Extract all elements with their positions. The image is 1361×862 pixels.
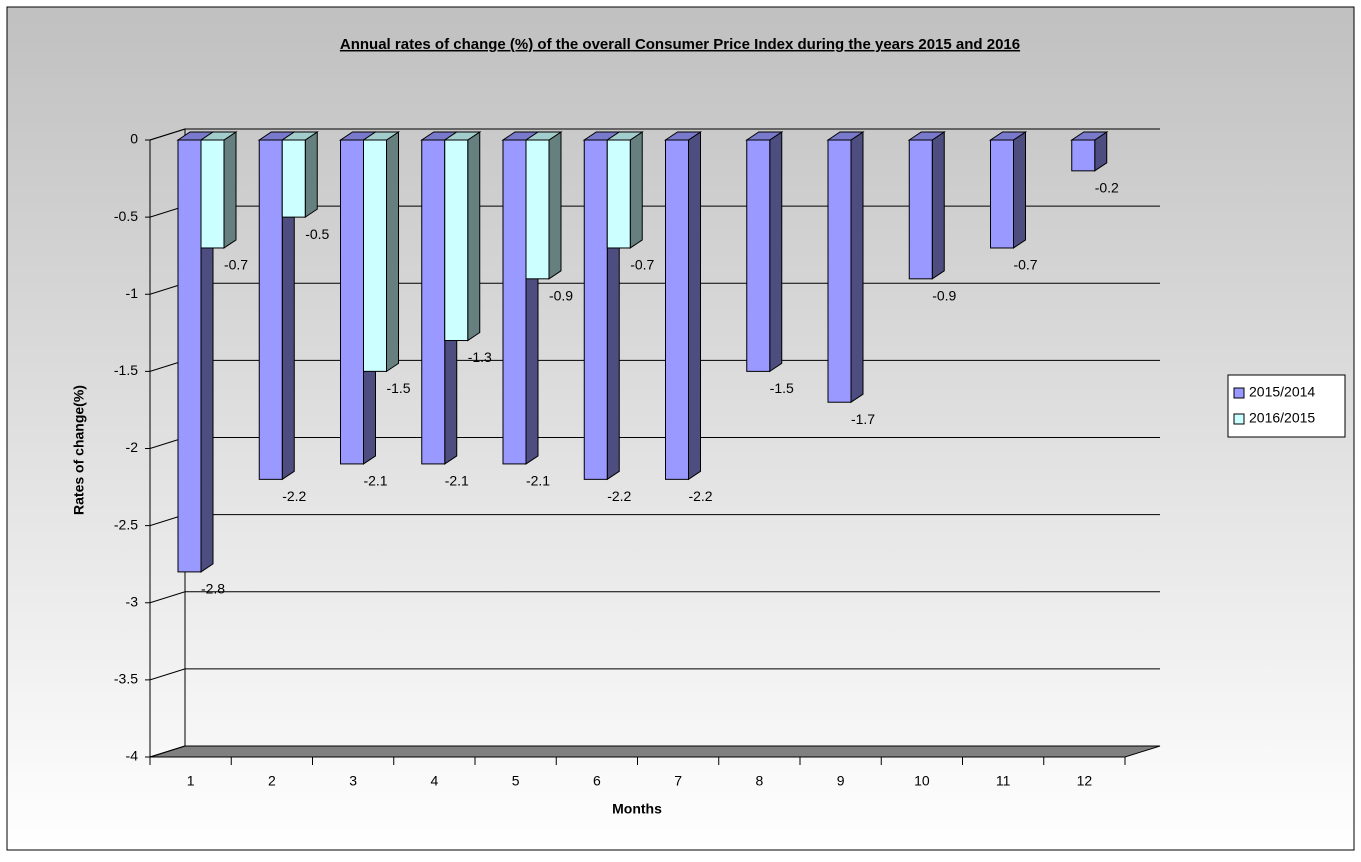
bar [177, 139, 202, 573]
y-tick-label: -2 [126, 439, 139, 455]
bar [258, 139, 283, 480]
bar-side [1013, 131, 1026, 249]
y-tick-label: -1 [126, 285, 139, 301]
bar [665, 139, 689, 480]
bar [281, 139, 306, 218]
bar-side [223, 131, 237, 249]
chart-title: Annual rates of change (%) of the overal… [340, 36, 1020, 53]
x-tick-label: 9 [837, 773, 845, 789]
bar-side [769, 131, 783, 373]
y-axis-title: Rates of change(%) [71, 385, 87, 515]
bar [908, 139, 933, 280]
x-tick-label: 3 [349, 773, 357, 789]
x-tick-label: 7 [674, 773, 682, 789]
y-tick-label: -4 [126, 748, 139, 764]
floor [149, 745, 1161, 758]
grid-side [149, 591, 186, 604]
bar-side [629, 131, 643, 249]
x-tick-label: 6 [593, 773, 601, 789]
grid-side [149, 745, 186, 758]
bar-side [931, 131, 945, 280]
x-tick-label: 8 [755, 773, 763, 789]
x-tick-label: 5 [512, 773, 520, 789]
bar-side [850, 131, 864, 404]
value-label: -2.8 [201, 581, 225, 597]
legend-label: 2015/2014 [1249, 384, 1315, 400]
value-label: -2.1 [526, 473, 550, 489]
bar [363, 139, 387, 372]
x-axis-title: Months [612, 801, 662, 817]
legend-swatch [1233, 387, 1245, 399]
bar-side [688, 131, 701, 481]
value-label: -0.9 [932, 288, 956, 304]
bar [1071, 139, 1096, 172]
y-tick-label: -1.5 [114, 362, 138, 378]
value-label: -1.5 [770, 380, 794, 396]
x-tick-label: 12 [1077, 773, 1093, 789]
value-label: -0.7 [224, 257, 248, 273]
value-label: -0.5 [305, 226, 329, 242]
value-label: -2.2 [282, 488, 306, 504]
value-label: -0.7 [1013, 257, 1037, 273]
bar [444, 139, 469, 342]
bar [990, 139, 1014, 249]
bar [421, 139, 446, 465]
bar-side [467, 131, 481, 342]
bar-side [386, 131, 399, 373]
y-tick-label: 0 [130, 131, 138, 147]
y-tick-label: -3.5 [114, 671, 138, 687]
y-tick-label: -0.5 [114, 208, 138, 224]
value-label: -0.7 [630, 257, 654, 273]
legend-box [1227, 374, 1346, 438]
value-label: -2.1 [363, 473, 387, 489]
bar [746, 139, 771, 372]
value-label: -2.2 [607, 488, 631, 504]
grid-side [149, 668, 186, 681]
value-label: -1.5 [386, 380, 410, 396]
bar [583, 139, 608, 480]
value-label: -2.1 [445, 473, 469, 489]
y-tick-label: -2.5 [114, 516, 138, 532]
y-tick-label: -3 [126, 593, 139, 609]
legend-swatch [1233, 413, 1245, 425]
grid-side [149, 128, 186, 141]
value-label: -1.3 [468, 349, 492, 365]
legend-label: 2016/2015 [1249, 410, 1315, 426]
x-tick-label: 2 [268, 773, 276, 789]
bar-side [304, 131, 318, 219]
value-label: -0.9 [549, 288, 573, 304]
bar [827, 139, 852, 403]
bar [525, 139, 550, 280]
bar [340, 139, 364, 465]
value-label: -0.2 [1095, 180, 1119, 196]
x-tick-label: 1 [187, 773, 195, 789]
bar-side [548, 131, 562, 280]
bar [606, 139, 631, 249]
value-label: -2.2 [688, 488, 712, 504]
x-tick-label: 10 [914, 773, 930, 789]
x-tick-label: 11 [996, 773, 1011, 789]
x-tick-label: 4 [430, 773, 438, 789]
value-label: -1.7 [851, 411, 875, 427]
bar [200, 139, 225, 249]
bar [502, 139, 527, 465]
